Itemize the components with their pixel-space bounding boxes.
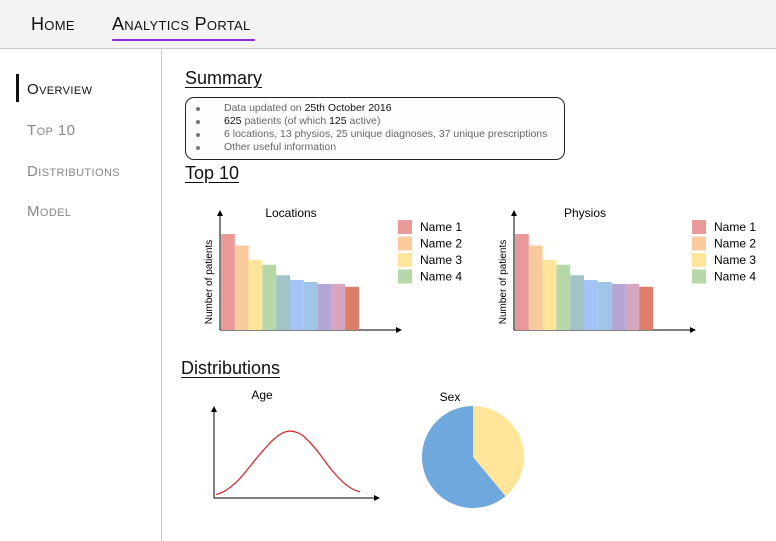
locations-chart-bar [345,286,359,330]
locations-chart-bar [262,264,277,330]
summary-box: Data updated on 25th October 2016 625 pa… [185,97,565,160]
physios-chart-bar [584,280,598,330]
physios-chart-y-axis-arrow [511,210,517,216]
physios-chart-y-axis-label: Number of patients [498,240,509,325]
locations-chart-title: Locations [265,206,316,220]
sex-pie-chart: Sex [422,390,524,508]
top-navbar: Home Analytics Portal [0,0,776,49]
summary-item-updated: Data updated on 25th October 2016 [194,102,556,115]
locations-chart-bar [331,283,346,330]
locations-chart-legend-swatch [398,236,412,251]
locations-chart-bar [276,275,290,330]
physios-chart-legend-swatch [692,269,706,284]
summary-updated-prefix: Data updated on [224,102,305,114]
physios-chart-legend-label: Name 3 [714,253,756,267]
sidebar-item-model[interactable]: Model [27,203,72,220]
sidebar: Overview Top 10 Distributions Model [0,49,162,541]
physios-chart-bar [597,282,612,330]
locations-chart-y-axis-arrow [217,210,223,216]
nav-home-link[interactable]: Home [31,14,75,34]
physios-chart-bar [639,286,653,330]
physios-chart-bar [625,283,640,330]
sidebar-item-distributions[interactable]: Distributions [27,163,121,180]
locations-chart-legend-swatch [398,253,412,267]
summary-patient-count: 625 [224,115,242,127]
locations-chart-y-axis-label: Number of patients [204,240,215,325]
summary-item-counts: 6 locations, 13 physios, 25 unique diagn… [194,128,556,141]
physios-chart-legend-label: Name 4 [714,270,756,284]
locations-chart-legend-label: Name 4 [420,270,462,284]
active-nav-underline [112,39,255,41]
summary-patients-text: patients (of which [241,115,330,127]
age-chart-y-axis-arrow [211,406,217,412]
physios-chart-bar [515,234,529,330]
locations-bar-chart: Locations Number of patients Name 1 Name 2 N… [204,206,462,333]
age-distribution-curve [215,430,361,496]
physios-chart-legend-label: Name 2 [714,237,756,251]
physios-chart-legend-label: Name 1 [714,220,756,234]
top10-heading: Top 10 [185,163,240,183]
nav-analytics-portal-link[interactable]: Analytics Portal [112,14,255,41]
sex-chart-title: Sex [440,390,461,404]
distributions-heading: Distributions [181,358,281,378]
nav-analytics-portal-label: Analytics Portal [112,14,251,34]
sex-pie-slice-blue [422,406,506,508]
summary-heading: Summary [185,68,263,88]
physios-chart-legend-swatch [692,236,706,251]
summary-updated-date: 25th October 2016 [304,102,392,114]
age-chart-title: Age [251,388,273,402]
physios-chart-title: Physios [564,206,606,220]
sex-pie-slice-yellow [473,406,524,497]
sidebar-item-top-10[interactable]: Top 10 [27,122,76,139]
locations-chart-bar [317,283,332,330]
locations-chart-bar [290,280,304,330]
physios-bar-chart: Physios Number of patients Name 1 Name 2 Nam… [498,206,756,333]
sidebar-item-overview[interactable]: Overview [27,81,93,98]
locations-chart-bar [221,234,235,330]
summary-item-other: Other useful information [194,141,556,154]
locations-chart-bar [248,259,263,330]
locations-chart-legend-label: Name 1 [420,220,462,234]
physios-chart-legend-swatch [692,220,706,234]
physios-chart-x-axis-arrow [690,327,696,333]
physios-chart-bar [542,259,557,330]
summary-active-text: active) [346,115,381,127]
locations-chart-legend-label: Name 3 [420,253,462,267]
summary-active-count: 125 [329,115,347,127]
locations-chart-bar [303,282,318,330]
physios-chart-bar [570,275,584,330]
physios-chart-bar [611,283,626,330]
age-chart-x-axis-arrow [374,495,380,501]
physios-chart-bar [528,245,543,330]
sidebar-active-marker [16,74,19,102]
locations-chart-legend-label: Name 2 [420,237,462,251]
physios-chart-bar [556,264,571,330]
physios-chart-legend-swatch [692,253,706,267]
summary-item-patients: 625 patients (of which 125 active) [194,115,556,128]
locations-chart-legend-swatch [398,269,412,284]
locations-chart-x-axis-arrow [396,327,402,333]
locations-chart-bar [234,245,249,330]
locations-chart-legend-swatch [398,220,412,234]
age-line-chart: Age [211,388,380,501]
